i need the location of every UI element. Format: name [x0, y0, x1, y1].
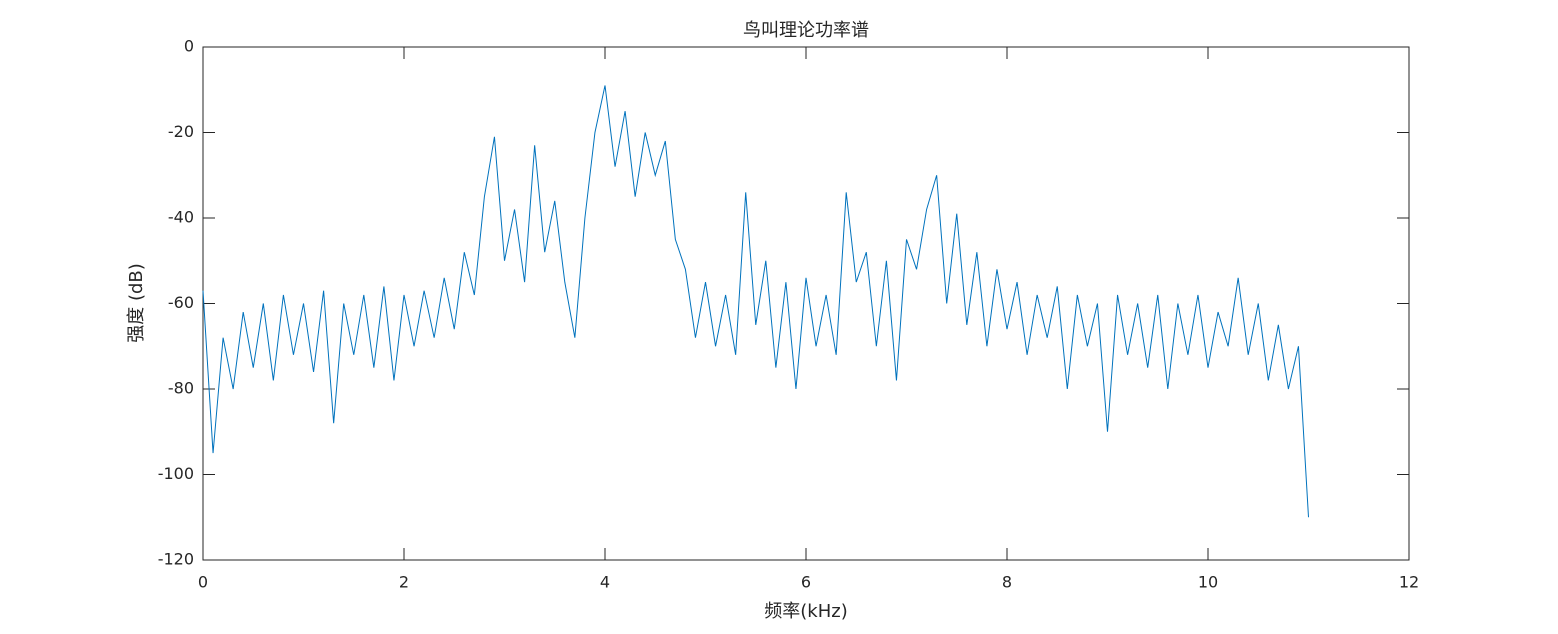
- y-tick-label: -60: [168, 293, 194, 312]
- y-tick-label: -120: [158, 550, 194, 569]
- x-tick-label: 0: [198, 573, 208, 592]
- y-tick-label: 0: [184, 37, 194, 56]
- x-tick-label: 2: [399, 573, 409, 592]
- y-tick-label: -80: [168, 379, 194, 398]
- x-tick-label: 8: [1002, 573, 1012, 592]
- x-tick-label: 6: [801, 573, 811, 592]
- x-tick-label: 12: [1399, 573, 1419, 592]
- y-tick-label: -100: [158, 464, 194, 483]
- x-tick-label: 10: [1198, 573, 1218, 592]
- chart-title: 鸟叫理论功率谱: [743, 20, 869, 41]
- x-axis-label: 频率(kHz): [764, 601, 847, 622]
- y-axis-label: 强度 (dB): [126, 263, 147, 343]
- x-tick-label: 4: [600, 573, 610, 592]
- y-tick-label: -20: [168, 122, 194, 141]
- spectrum-line: [202, 85, 1309, 518]
- y-tick-label: -40: [168, 208, 194, 227]
